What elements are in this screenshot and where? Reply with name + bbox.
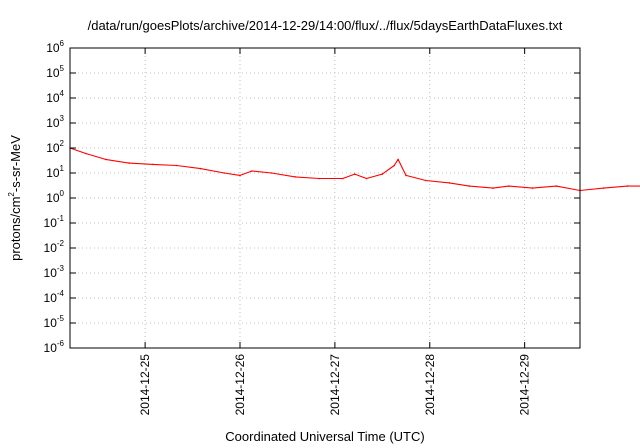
data-point xyxy=(294,176,297,178)
y-tick-label: 105 xyxy=(46,64,64,80)
data-point xyxy=(397,158,399,161)
y-tick-base: 10 xyxy=(46,116,60,130)
x-axis-label: Coordinated Universal Time (UTC) xyxy=(225,429,424,444)
y-tick-exponent: -3 xyxy=(57,264,65,273)
y-tick-base: 10 xyxy=(44,316,58,330)
data-point xyxy=(223,172,225,174)
data-point xyxy=(318,177,320,180)
y-tick-base: 10 xyxy=(44,266,58,280)
y-tick-exponent: -5 xyxy=(57,314,65,323)
y-tick-base: 10 xyxy=(46,166,60,180)
y-axis-label-suffix: -s-sr-MeV xyxy=(8,135,23,192)
y-axis-label-prefix: protons/cm xyxy=(8,197,23,261)
y-tick-exponent: 5 xyxy=(60,64,65,73)
data-point xyxy=(239,174,241,177)
y-tick-base: 10 xyxy=(46,91,60,105)
y-tick-exponent: 2 xyxy=(60,139,65,148)
data-point xyxy=(405,174,407,177)
y-tick-label: 10-5 xyxy=(44,314,65,330)
data-point xyxy=(175,164,178,167)
data-point xyxy=(199,167,202,170)
y-tick-label: 10-2 xyxy=(44,239,65,255)
y-tick-label: 104 xyxy=(46,89,64,105)
data-point xyxy=(381,173,384,175)
y-tick-base: 10 xyxy=(46,141,60,155)
data-point xyxy=(342,177,344,180)
y-tick-label: 100 xyxy=(46,189,64,205)
y-tick-label: 10-4 xyxy=(44,289,65,305)
data-point xyxy=(602,187,605,189)
data-point xyxy=(270,172,273,174)
y-tick-exponent: 3 xyxy=(60,114,65,123)
data-point xyxy=(508,185,510,187)
y-tick-label: 106 xyxy=(46,39,64,55)
data-point xyxy=(251,170,253,172)
y-tick-base: 10 xyxy=(44,291,58,305)
data-point xyxy=(365,177,368,180)
y-axis-label-superscript: 2 xyxy=(7,192,16,197)
y-tick-base: 10 xyxy=(46,191,60,205)
y-tick-exponent: -2 xyxy=(57,239,65,248)
x-tick-label: 2014-12-28 xyxy=(423,354,437,416)
y-tick-label: 103 xyxy=(46,114,64,130)
y-tick-exponent: -1 xyxy=(57,214,65,223)
y-tick-exponent: 6 xyxy=(60,39,65,48)
y-tick-base: 10 xyxy=(46,66,60,80)
data-point xyxy=(152,163,154,166)
data-point xyxy=(626,185,629,187)
data-point xyxy=(468,185,471,187)
data-point xyxy=(104,158,107,161)
y-tick-label: 102 xyxy=(46,139,64,155)
data-point xyxy=(448,182,451,184)
y-tick-label: 10-3 xyxy=(44,264,65,280)
y-axis-label: protons/cm2-s-sr-MeV xyxy=(7,135,23,261)
y-tick-base: 10 xyxy=(46,41,60,55)
y-tick-exponent: 0 xyxy=(60,189,65,198)
y-tick-base: 10 xyxy=(44,341,58,355)
x-tick-label: 2014-12-26 xyxy=(233,354,247,416)
data-point xyxy=(85,152,87,155)
y-tick-exponent: -6 xyxy=(57,339,65,348)
data-point xyxy=(353,173,356,175)
data-point xyxy=(128,162,131,164)
data-point xyxy=(492,187,494,189)
data-point xyxy=(555,185,558,187)
x-tick-label: 2014-12-29 xyxy=(518,354,532,416)
y-tick-exponent: 4 xyxy=(60,89,65,98)
data-point xyxy=(425,179,427,182)
x-tick-label: 2014-12-27 xyxy=(328,354,342,416)
y-tick-exponent: 1 xyxy=(60,164,65,173)
y-tick-base: 10 xyxy=(44,241,58,255)
y-tick-label: 10-1 xyxy=(44,214,65,230)
chart-title: /data/run/goesPlots/archive/2014-12-29/1… xyxy=(88,18,563,33)
data-point xyxy=(393,164,396,167)
x-tick-label: 2014-12-25 xyxy=(138,354,152,416)
y-tick-label: 101 xyxy=(46,164,64,180)
y-tick-exponent: -4 xyxy=(57,289,65,298)
data-point xyxy=(531,187,534,189)
series-line-0 xyxy=(69,147,640,192)
y-tick-base: 10 xyxy=(44,216,58,230)
y-tick-label: 10-6 xyxy=(44,339,65,355)
